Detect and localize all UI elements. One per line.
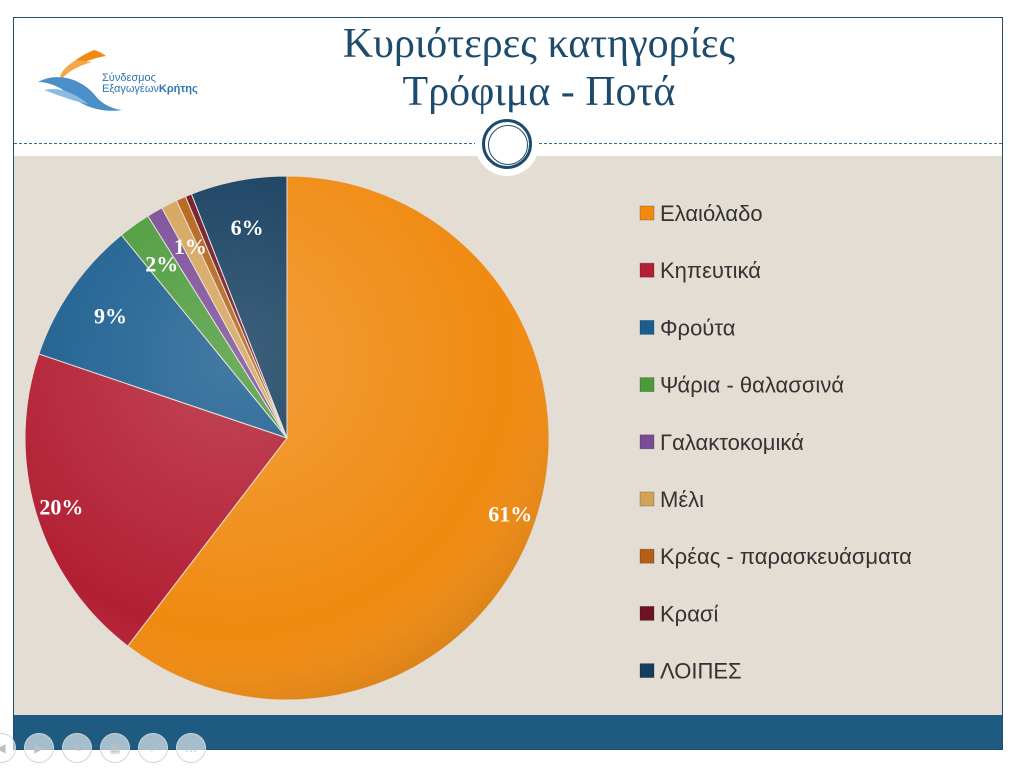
legend-swatch-5 [639,434,655,450]
slide-title-line2: Τρόφιμα - Ποτά [402,69,676,115]
slide-title-line1: Κυριότερες κατηγορίες [342,21,736,67]
legend-label-2: Κηπευτικά [660,258,761,283]
legend-label-4: Ψάρια - θαλασσινά [660,373,844,398]
company-logo: Σύνδεσμος ΕξαγωγέωνΚρήτης [36,42,226,122]
slides-icon[interactable]: ▦ [100,733,130,763]
slice-label-3: 9% [94,304,127,329]
legend-swatch-3 [639,319,655,335]
legend-label-3: Φρούτα [660,315,736,340]
legend-item-6: Μέλι [639,487,704,512]
logo-text-line1: Σύνδεσμος [102,72,156,84]
chart-legend: Ελαιόλαδο Κηπευτικά Φρούτα Ψάρια - θαλασσιν… [639,201,912,684]
slice-label-6: 1% [174,234,207,259]
ornament-ring [475,112,539,176]
zoom-icon[interactable]: ⌕ [138,733,168,763]
legend-label-8: Κρασί [660,601,718,626]
legend-item-8: Κρασί [639,601,718,626]
legend-swatch-2 [639,262,655,278]
legend-swatch-8 [639,606,655,621]
legend-swatch-1 [639,205,655,221]
legend-label-9: ΛΟΙΠΕΣ [660,659,742,684]
logo-swoosh-icon [38,50,122,111]
legend-item-9: ΛΟΙΠΕΣ [639,659,742,684]
legend-item-1: Ελαιόλαδο [639,201,763,226]
legend-item-4: Ψάρια - θαλασσινά [639,373,844,398]
legend-label-5: Γαλακτοκομικά [660,430,804,455]
legend-swatch-4 [639,377,655,393]
legend-swatch-7 [639,548,655,564]
legend-item-7: Κρέας - παρασκευάσματα [639,544,912,569]
legend-swatch-9 [639,663,655,678]
legend-label-1: Ελαιόλαδο [660,201,763,226]
more-icon[interactable]: … [176,733,206,763]
pen-icon[interactable]: ✎ [62,733,92,763]
slide: Κυριότερες κατηγορίες Τρόφιμα - Ποτά Σύν… [13,17,1003,750]
legend-label-6: Μέλι [660,487,704,512]
presentation-controls: ◀ ▶ ✎ ▦ ⌕ … [0,733,206,765]
legend-item-2: Κηπευτικά [639,258,761,283]
slice-label-9: 6% [231,215,264,240]
legend-label-7: Κρέας - παρασκευάσματα [660,544,912,569]
prev-icon[interactable]: ◀ [0,733,16,763]
legend-swatch-6 [639,491,655,507]
legend-item-3: Φρούτα [639,315,736,340]
slice-label-1: 61% [488,502,532,527]
slice-label-4: 2% [145,251,178,276]
slice-label-2: 20% [39,495,83,520]
legend-item-5: Γαλακτοκομικά [639,430,804,455]
logo-text-line2: ΕξαγωγέωνΚρήτης [102,83,198,95]
pie-chart: 61% 20% 9% 2%1% 6% Ελαιόλαδο Κηπευτικά Φρούτα Ψ… [24,175,912,701]
next-icon[interactable]: ▶ [24,733,54,763]
